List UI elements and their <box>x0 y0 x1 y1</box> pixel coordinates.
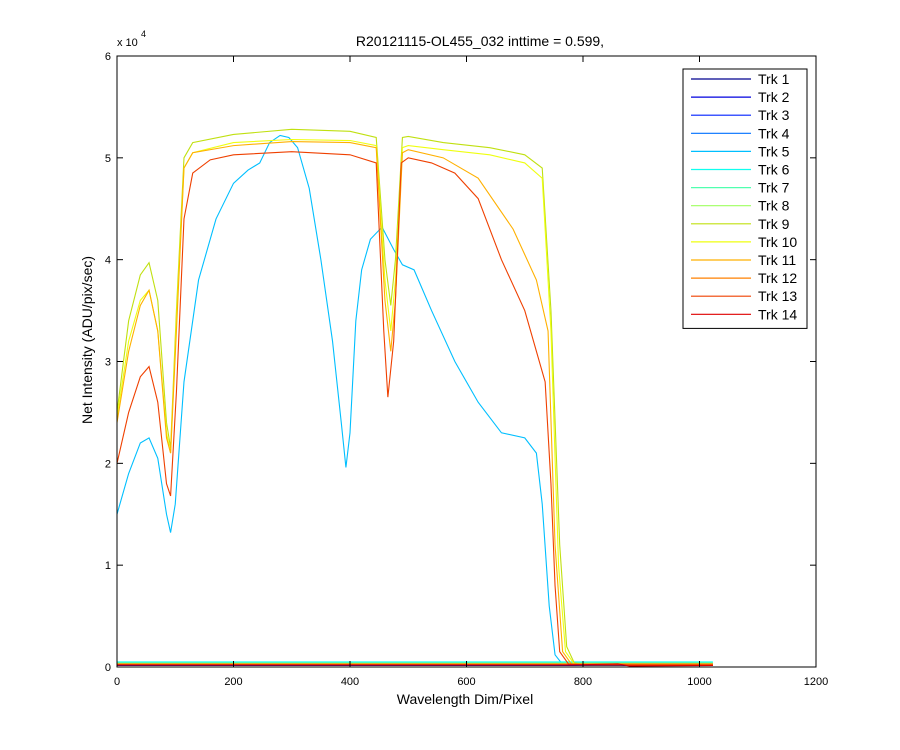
legend-entry: Trk 6 <box>691 162 790 178</box>
series-line-trk-11 <box>117 140 713 666</box>
x-tick-label: 600 <box>457 676 475 688</box>
legend-entry: Trk 9 <box>691 216 790 232</box>
legend-label: Trk 5 <box>758 143 790 159</box>
legend-entry: Trk 4 <box>691 125 790 141</box>
legend-label: Trk 9 <box>758 216 790 232</box>
legend-entry: Trk 8 <box>691 198 790 214</box>
y-tick-label: 4 <box>105 255 111 267</box>
legend-box <box>682 68 808 329</box>
y-tick-label: 1 <box>105 560 111 572</box>
y-tick-label: 6 <box>105 51 111 63</box>
legend-entry: Trk 10 <box>691 234 797 250</box>
legend-label: Trk 2 <box>758 89 790 105</box>
x-tick-label: 1000 <box>687 676 711 688</box>
x-tick-label: 200 <box>224 676 242 688</box>
legend-entry: Trk 14 <box>691 306 797 322</box>
legend: Trk 1 Trk 2 Trk 3 Trk 4 Trk 5 Trk 6 Trk 7 Trk 8… <box>682 68 808 329</box>
legend-entry: Trk 1 <box>691 71 790 87</box>
y-tick-label: 2 <box>105 458 111 470</box>
series-line-trk-5 <box>117 134 713 666</box>
series-layer <box>117 128 713 667</box>
legend-label: Trk 8 <box>758 198 790 214</box>
legend-label: Trk 12 <box>758 270 797 286</box>
legend-label: Trk 7 <box>758 180 790 196</box>
legend-entry: Trk 7 <box>691 180 790 196</box>
legend-entry: Trk 3 <box>691 107 790 123</box>
x-tick-label: 0 <box>114 676 120 688</box>
legend-label: Trk 13 <box>758 288 797 304</box>
y-multiplier-base: x 10 <box>117 37 138 49</box>
legend-entry: Trk 2 <box>691 89 790 105</box>
legend-label: Trk 4 <box>758 125 790 141</box>
y-axis-label: Net Intensity (ADU/pix/sec) <box>79 256 95 424</box>
series-line-trk-9 <box>117 128 713 666</box>
legend-label: Trk 1 <box>758 71 790 87</box>
x-tick-label: 800 <box>574 676 592 688</box>
legend-label: Trk 6 <box>758 162 790 178</box>
legend-entry: Trk 12 <box>691 270 797 286</box>
legend-label: Trk 10 <box>758 234 797 250</box>
legend-label: Trk 14 <box>758 306 797 322</box>
x-axis-label: Wavelength Dim/Pixel <box>397 691 533 707</box>
legend-label: Trk 3 <box>758 107 790 123</box>
series-line-trk-13 <box>117 151 713 666</box>
legend-label: Trk 11 <box>758 252 796 268</box>
legend-entry: Trk 5 <box>691 143 790 159</box>
legend-entry: Trk 11 <box>691 252 796 268</box>
y-tick-label: 5 <box>105 153 111 165</box>
x-tick-label: 400 <box>341 676 359 688</box>
x-tick-label: 1200 <box>804 676 828 688</box>
legend-entry: Trk 13 <box>691 288 797 304</box>
y-tick-label: 3 <box>105 357 111 369</box>
chart-title: R20121115-OL455_032 inttime = 0.599, <box>356 33 604 49</box>
y-multiplier-exponent: 4 <box>141 29 146 39</box>
series-line-trk-14 <box>117 663 713 667</box>
axes-layer: 0 200 400 600 800 1000 1200 0 1 2 3 4 5 6 <box>105 51 828 688</box>
y-tick-label: 0 <box>105 662 111 674</box>
